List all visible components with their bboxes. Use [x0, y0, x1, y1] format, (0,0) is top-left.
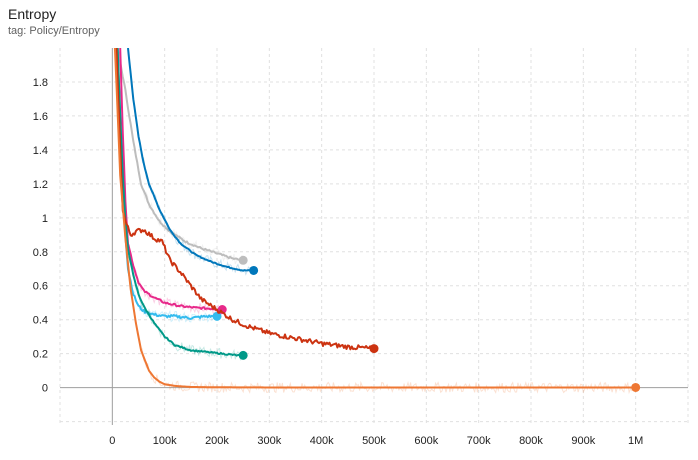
y-tick-label: 1.6 — [33, 111, 48, 123]
series-line-0[interactable] — [116, 48, 244, 262]
y-tick-label: 1.4 — [33, 145, 48, 157]
y-tick-label: 0 — [42, 383, 48, 395]
tick-labels: 0 100k 200k 300k 400k 500k 600k 700k 800k 900k 1M 0… — [33, 77, 644, 447]
x-tick-label: 700k — [467, 435, 491, 447]
x-tick-label: 200k — [205, 435, 229, 447]
x-tick-label: 600k — [414, 435, 438, 447]
x-tick-label: 0 — [109, 435, 115, 447]
series-line-4[interactable] — [116, 48, 244, 357]
y-tick-label: 0.4 — [33, 315, 48, 327]
series-raw-line-6 — [114, 51, 637, 395]
chart-title: Entropy — [8, 6, 57, 22]
x-tick-label: 1M — [628, 435, 643, 447]
series-layer — [113, 48, 641, 395]
series-line-3[interactable] — [116, 48, 218, 320]
y-tick-label: 1 — [42, 213, 48, 225]
x-tick-label: 400k — [310, 435, 334, 447]
series-endpoint-3[interactable] — [212, 311, 222, 321]
y-tick-label: 1.2 — [33, 179, 48, 191]
series-endpoint-4[interactable] — [238, 350, 248, 360]
series-line-6[interactable] — [113, 48, 636, 389]
x-tick-label: 500k — [362, 435, 386, 447]
series-endpoint-1[interactable] — [249, 265, 259, 275]
series-endpoint-5[interactable] — [369, 344, 379, 354]
series-endpoint-6[interactable] — [631, 382, 641, 392]
y-tick-label: 0.8 — [33, 247, 48, 259]
x-tick-label: 900k — [571, 435, 595, 447]
x-tick-label: 100k — [153, 435, 177, 447]
grid-lines — [59, 48, 689, 425]
series-raw-line-1 — [127, 52, 254, 276]
y-tick-label: 1.8 — [33, 77, 48, 89]
chart-subtitle: tag: Policy/Entropy — [8, 25, 100, 37]
x-tick-label: 800k — [519, 435, 543, 447]
x-tick-label: 300k — [257, 435, 281, 447]
series-line-5[interactable] — [115, 48, 375, 351]
y-tick-label: 0.2 — [33, 349, 48, 361]
series-line-2[interactable] — [119, 48, 223, 311]
series-endpoint-0[interactable] — [238, 255, 248, 265]
y-tick-label: 0.6 — [33, 281, 48, 293]
series-line-1[interactable] — [127, 48, 254, 272]
